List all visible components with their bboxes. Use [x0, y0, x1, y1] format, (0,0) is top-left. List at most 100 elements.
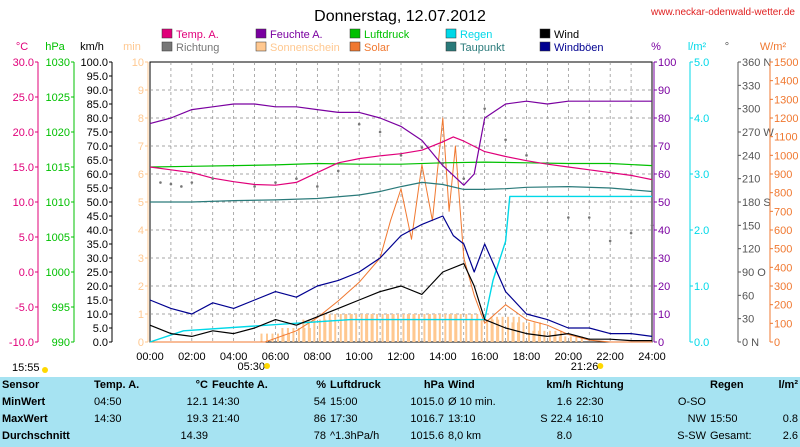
left-axis-tick-label: 995 [52, 302, 70, 314]
left-axis-tick-label: 20.0 [13, 127, 34, 139]
series-line-rain [149, 195, 652, 343]
right-axis-tick-label: 360 N [742, 57, 771, 69]
stats-cell: 86 [313, 413, 326, 425]
direction-point [274, 181, 277, 184]
right-axis-tick-label: 60 [658, 169, 670, 181]
legend-swatch-direction [161, 41, 173, 52]
right-axis-tick-label: 10 [658, 309, 670, 321]
stats-cell: 14:30 [94, 413, 122, 425]
left-axis-tick-label: -5.0 [15, 302, 34, 314]
direction-point [378, 130, 382, 134]
left-axis-tick-label: 60.0 [87, 169, 108, 181]
right-axis-tick-label: 30 [742, 314, 754, 326]
direction-point [180, 185, 183, 188]
legend-swatch-gust [539, 41, 551, 52]
direction-point [504, 138, 507, 142]
left-axis-tick-label: 30.0 [13, 57, 34, 69]
direction-point [483, 107, 486, 110]
legend-label-solar: Solar [364, 42, 390, 54]
x-axis-tick-label: 14:00 [429, 351, 457, 363]
x-axis: 00:00 02:00 04:00 06:00 08:00 10:00 12:00 14:00… [136, 351, 666, 363]
direction-point [629, 231, 633, 235]
left-axis-tick-label: 25.0 [13, 92, 34, 104]
stats-header-dir: Richtung [576, 379, 624, 391]
right-axis-tick-label: 0 [774, 337, 780, 349]
left-axis-tick-label: 1000 [46, 267, 70, 279]
left-axis-tick-label: 20.0 [87, 281, 108, 293]
right-axis-tick-label: 100 [658, 57, 676, 69]
right-axis-tick-label: 1500 [774, 57, 798, 69]
axis-unit-left: °C [16, 41, 28, 53]
left-axis-tick-label: 1010 [46, 197, 70, 209]
stats-header-temp: Temp. A. [94, 379, 140, 391]
right-axis-tick-label: 90 O [742, 267, 766, 279]
legend-label-wind: Wind [554, 29, 579, 41]
right-axis-tick-label: 600 [774, 225, 792, 237]
right-axis-tick-label: 70 [658, 141, 670, 153]
x-axis-tick-label: 06:00 [262, 351, 290, 363]
axis-unit-headers: °C hPa km/h min% l/m² ° W/m² [16, 41, 787, 53]
right-axis-tick-label: 60 [742, 290, 754, 302]
right-axis-tick-label: 5.0 [694, 57, 709, 69]
stats-cell: 14:30 [212, 396, 240, 408]
axis-unit-left: min [123, 41, 141, 53]
left-axis-tick-label: 4 [138, 225, 144, 237]
legend-label-gust: Windböen [554, 42, 604, 54]
stats-header-wind: Wind [448, 379, 475, 391]
right-axis-tick-label: 800 [774, 188, 792, 200]
stats-header-wind-unit: km/h [546, 379, 572, 391]
stats-header-press-unit: hPa [423, 379, 444, 391]
x-axis-tick-label: 02:00 [178, 351, 206, 363]
stats-cell: 21:40 [212, 413, 240, 425]
right-axis-tick-label: 210 [742, 174, 760, 186]
sunrise-marker [264, 363, 271, 369]
right-axis-tick-label: 700 [774, 206, 792, 218]
left-axis-tick-label: 1030 [46, 57, 70, 69]
right-axis-tick-label: 1.0 [694, 281, 709, 293]
current-time-label: 15:55 [12, 362, 40, 374]
series-line-pressure [149, 161, 653, 168]
right-axis-tick-label: 20 [658, 281, 670, 293]
stats-cell: 78 [313, 430, 326, 442]
stats-row-avg: Durchschnitt 14.39 78 ^1.3hPa/h 1015.6 8… [0, 428, 800, 445]
right-axis-tick-label: 0 N [742, 337, 759, 349]
stats-cell: 54 [313, 396, 326, 408]
right-axis-tick-label: 300 [742, 104, 760, 116]
series-line-wind [149, 263, 652, 342]
axis-unit-right: % [651, 41, 661, 53]
x-axis-tick-label: 08:00 [304, 351, 332, 363]
site-url-link[interactable]: www.neckar-odenwald-wetter.de [650, 7, 795, 18]
left-axis-tick-label: 2 [138, 281, 144, 293]
left-axis-tick-label: 25.0 [87, 267, 108, 279]
left-axis-tick-label: 0.0 [93, 337, 108, 349]
right-axis-tick-label: 4.0 [694, 113, 709, 125]
direction-point [399, 154, 403, 157]
direction-point [567, 216, 570, 219]
plot-series [149, 100, 654, 343]
left-axis-tick-label: 85.0 [87, 99, 108, 111]
left-axis-tick-label: 1005 [46, 232, 70, 244]
x-axis-tick-label: 24:00 [638, 351, 666, 363]
left-axis-tick-label: 40.0 [87, 225, 108, 237]
legend-label-rain: Regen [460, 29, 492, 41]
stats-cell: 13:10 [448, 413, 476, 425]
x-axis-tick-label: 04:00 [220, 351, 248, 363]
stats-header-temp-unit: °C [195, 379, 208, 391]
direction-point [211, 177, 215, 180]
legend-label-temp: Temp. A. [176, 29, 219, 41]
stats-cell: 17:30 [330, 413, 358, 425]
x-axis-tick-label: 18:00 [513, 351, 541, 363]
right-axis-tick-label: 330 [742, 80, 760, 92]
right-axis-tick-label: 1200 [774, 113, 798, 125]
statistics-table: Sensor Temp. A. °C Feuchte A. % Luftdruc… [0, 377, 800, 447]
left-axis-tick-label: 10.0 [87, 309, 108, 321]
left-axis-tick-label: 5.0 [19, 232, 34, 244]
right-axis-tick-label: 1000 [774, 150, 798, 162]
right-axis-tick-label: 240 [742, 150, 760, 162]
direction-point [336, 169, 340, 173]
stats-cell: 22:30 [576, 396, 604, 408]
right-axis-tick-label: 300 [774, 281, 792, 293]
left-axis-tick-label: 50.0 [87, 197, 108, 209]
stats-row-label: MinWert [2, 396, 46, 408]
left-axis-tick-label: 100.0 [80, 57, 108, 69]
